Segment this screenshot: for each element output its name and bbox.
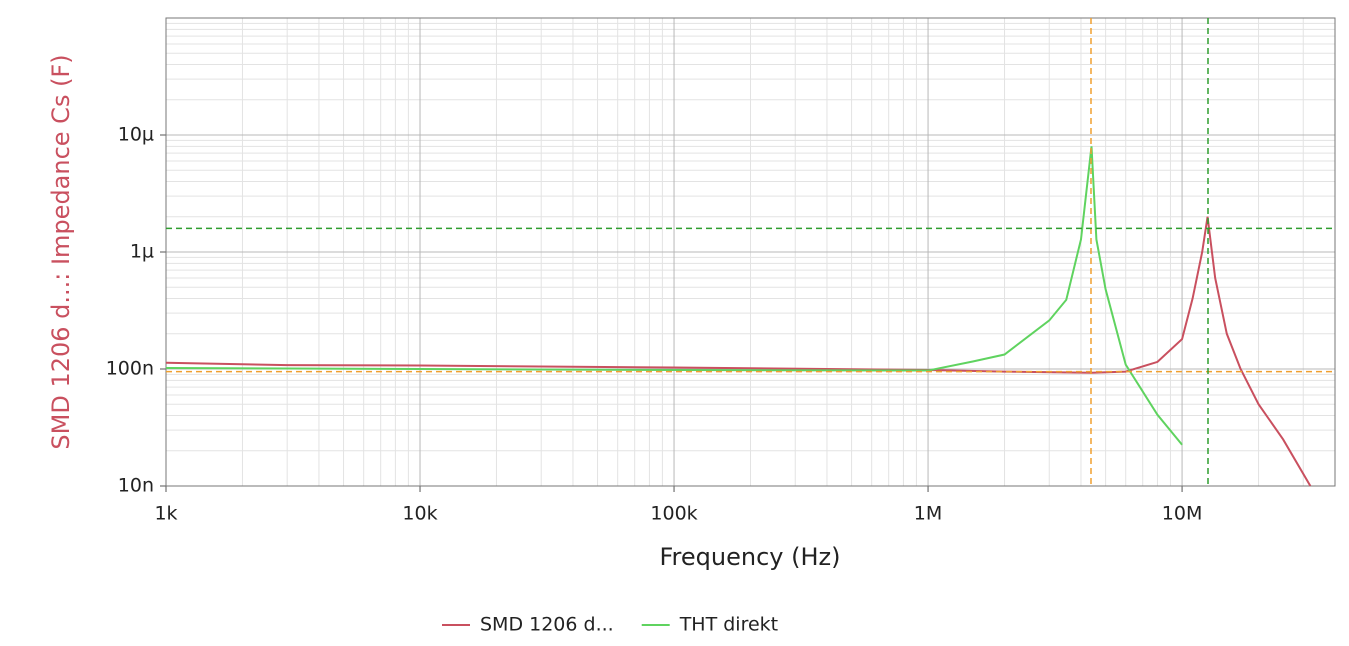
x-tick-label: 10k — [402, 503, 437, 525]
series-line — [165, 216, 1312, 487]
x-tick-label: 100k — [650, 503, 697, 525]
x-axis-title: Frequency (Hz) — [660, 543, 841, 571]
y-tick-label: 100n — [106, 358, 154, 380]
x-tick-label: 1M — [914, 503, 942, 525]
y-tick-label: 10µ — [118, 124, 154, 146]
x-tick-label: 10M — [1162, 503, 1203, 525]
series-line — [165, 146, 1183, 446]
y-axis-title: SMD 1206 d...: Impedance Cs (F) — [47, 54, 75, 449]
x-tick-label: 1k — [154, 503, 177, 525]
y-tick-label: 1µ — [130, 241, 154, 263]
y-tick-label: 10n — [118, 475, 154, 497]
legend-text: SMD 1206 d... — [480, 614, 614, 636]
plot-frame — [165, 17, 1336, 487]
legend-text: THT direkt — [679, 614, 778, 636]
